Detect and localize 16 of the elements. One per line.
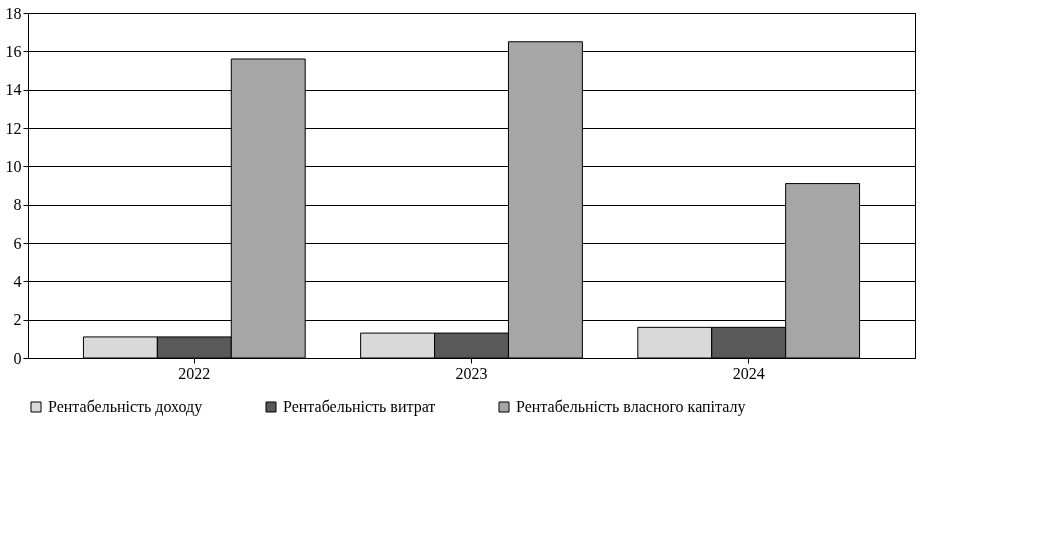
y-tick-label: 10 — [5, 157, 22, 175]
x-tick-label: 2024 — [732, 364, 765, 382]
x-tick-label: 2023 — [455, 364, 488, 382]
y-tick-label: 18 — [5, 4, 22, 22]
y-tick-label: 4 — [13, 272, 22, 290]
legend-label: Рентабельність власного капіталу — [516, 398, 746, 416]
y-tick-label: 8 — [13, 196, 22, 214]
y-tick-label: 0 — [13, 349, 22, 367]
legend-label: Рентабельність витрат — [283, 398, 436, 416]
y-tick-label: 14 — [5, 81, 22, 99]
x-tick-label: 2022 — [178, 364, 211, 382]
y-tick-label: 12 — [5, 119, 22, 137]
legend-label: Рентабельність доходу — [48, 398, 203, 416]
y-tick-label: 6 — [13, 234, 22, 252]
y-tick-label: 16 — [5, 42, 22, 60]
y-tick-label: 2 — [13, 311, 22, 329]
